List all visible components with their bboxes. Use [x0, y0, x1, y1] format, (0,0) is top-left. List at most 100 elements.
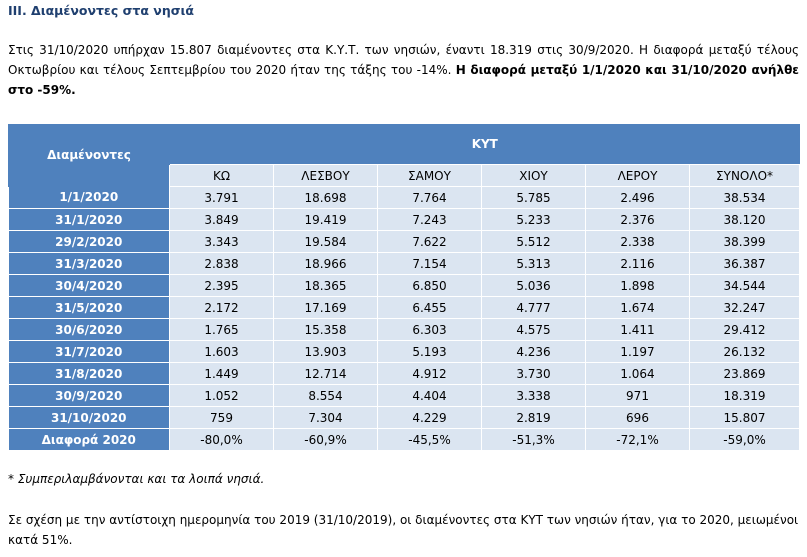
- table-cell: 3.343: [169, 230, 274, 253]
- table-cell: 1.603: [169, 340, 274, 363]
- table-cell: 7.154: [377, 252, 482, 275]
- row-label: 29/2/2020: [8, 230, 170, 253]
- table-cell: 1.411: [585, 318, 690, 341]
- table-cell: 2.172: [169, 296, 274, 319]
- table-cell: 38.534: [688, 186, 801, 209]
- table-cell: 7.243: [377, 208, 482, 231]
- table-cell: 12.714: [273, 362, 378, 385]
- table-cell: -59,0%: [688, 428, 801, 451]
- table-body: 1/1/2020 3.791 18.698 7.764 5.785 2.496 38.534…: [8, 186, 801, 451]
- table-cell: 17.169: [273, 296, 378, 319]
- row-label: 30/9/2020: [8, 384, 170, 407]
- table-cell: 18.365: [273, 274, 378, 297]
- table-cell: 4.777: [481, 296, 586, 319]
- table-row: 29/2/2020 3.343 19.584 7.622 5.512 2.338 38.39…: [8, 230, 801, 253]
- table-cell: 1.449: [169, 362, 274, 385]
- table-cell: 6.303: [377, 318, 482, 341]
- table-cell: 13.903: [273, 340, 378, 363]
- column-header: ΚΩ: [169, 164, 274, 187]
- table-cell: 4.236: [481, 340, 586, 363]
- table-row: 31/10/2020 759 7.304 4.229 2.819 696 15.807: [8, 406, 801, 429]
- table-cell: 38.120: [688, 208, 801, 231]
- table-row: 30/6/2020 1.765 15.358 6.303 4.575 1.411 29.41…: [8, 318, 801, 341]
- table-cell: 1.052: [169, 384, 274, 407]
- table-cell: 29.412: [688, 318, 801, 341]
- table-cell: 4.912: [377, 362, 482, 385]
- table-cell: 971: [585, 384, 690, 407]
- column-header: ΣΑΜΟΥ: [377, 164, 482, 187]
- table-cell: 2.395: [169, 274, 274, 297]
- row-label: 30/6/2020: [8, 318, 170, 341]
- table-cell: 18.966: [273, 252, 378, 275]
- closing-paragraph: Σε σχέση με την αντίστοιχη ημερομηνία το…: [8, 513, 799, 547]
- table-cell: 2.838: [169, 252, 274, 275]
- table-cell: 2.376: [585, 208, 690, 231]
- row-label: 31/1/2020: [8, 208, 170, 231]
- column-header: ΛΕΣΒΟΥ: [273, 164, 378, 187]
- table-cell: -45,5%: [377, 428, 482, 451]
- table-row: 31/5/2020 2.172 17.169 6.455 4.777 1.674 32.24…: [8, 296, 801, 319]
- table-cell: 1.898: [585, 274, 690, 297]
- footnote: * Συμπεριλαμβάνονται και τα λοιπά νησιά.: [8, 472, 265, 486]
- table-row: 30/4/2020 2.395 18.365 6.850 5.036 1.898 34.54…: [8, 274, 801, 297]
- table-cell: 5.036: [481, 274, 586, 297]
- table-cell: 18.698: [273, 186, 378, 209]
- table-cell: 38.399: [688, 230, 801, 253]
- table-cell: 15.807: [688, 406, 801, 429]
- table-row: 31/8/2020 1.449 12.714 4.912 3.730 1.064 23.86…: [8, 362, 801, 385]
- intro-text: Στις 31/10/2020 υπήρχαν 15.807 διαμένοντ…: [8, 43, 799, 77]
- table-cell: 696: [585, 406, 690, 429]
- table-cell: 15.358: [273, 318, 378, 341]
- table-cell: 5.512: [481, 230, 586, 253]
- column-header: ΛΕΡΟΥ: [585, 164, 690, 187]
- table-cell: 23.869: [688, 362, 801, 385]
- table-cell: 3.849: [169, 208, 274, 231]
- row-label: 1/1/2020: [8, 186, 170, 209]
- table-row: Διαφορά 2020 -80,0% -60,9% -45,5% -51,3% -72,…: [8, 428, 801, 451]
- table-cell: 1.064: [585, 362, 690, 385]
- intro-bold-text: Η διαφορά μεταξύ 1/1/2020 και 31/10/2020…: [8, 63, 799, 97]
- table-cell: 4.229: [377, 406, 482, 429]
- table-cell: 7.304: [273, 406, 378, 429]
- column-header: ΣΥΝΟΛΟ*: [688, 164, 801, 187]
- table-cell: 26.132: [688, 340, 801, 363]
- table-cell: 2.496: [585, 186, 690, 209]
- table-cell: 18.319: [688, 384, 801, 407]
- table-cell: 32.247: [688, 296, 801, 319]
- section-heading: III. Διαμένοντες στα νησιά: [8, 3, 194, 18]
- table-cell: 5.193: [377, 340, 482, 363]
- table-row: 1/1/2020 3.791 18.698 7.764 5.785 2.496 38.534: [8, 186, 801, 209]
- table-cell: -72,1%: [585, 428, 690, 451]
- intro-paragraph: Στις 31/10/2020 υπήρχαν 15.807 διαμένοντ…: [8, 40, 799, 100]
- row-label: Διαφορά 2020: [8, 428, 170, 451]
- table-cell: 1.674: [585, 296, 690, 319]
- column-header: ΧΙΟΥ: [481, 164, 586, 187]
- table-cell: 19.584: [273, 230, 378, 253]
- table-cell: 8.554: [273, 384, 378, 407]
- table-cell: 4.575: [481, 318, 586, 341]
- table-cell: 6.455: [377, 296, 482, 319]
- table-cell: 19.419: [273, 208, 378, 231]
- table-cell: -60,9%: [273, 428, 378, 451]
- table-cell: 759: [169, 406, 274, 429]
- row-label: 30/4/2020: [8, 274, 170, 297]
- table-cell: 5.313: [481, 252, 586, 275]
- table-cell: 2.819: [481, 406, 586, 429]
- table-row: 30/9/2020 1.052 8.554 4.404 3.338 971 18.319: [8, 384, 801, 407]
- table-cell: 5.233: [481, 208, 586, 231]
- row-label: 31/5/2020: [8, 296, 170, 319]
- table-cell: 3.730: [481, 362, 586, 385]
- table-cell: 7.622: [377, 230, 482, 253]
- group-header: ΚΥΤ: [168, 124, 800, 165]
- row-label: 31/7/2020: [8, 340, 170, 363]
- table-cell: 5.785: [481, 186, 586, 209]
- corner-header: Διαμένοντες: [8, 124, 170, 187]
- table-row: 31/1/2020 3.849 19.419 7.243 5.233 2.376 38.12…: [8, 208, 801, 231]
- table-cell: 34.544: [688, 274, 801, 297]
- table-cell: -80,0%: [169, 428, 274, 451]
- row-label: 31/8/2020: [8, 362, 170, 385]
- table-cell: 2.116: [585, 252, 690, 275]
- table-cell: 3.791: [169, 186, 274, 209]
- table-row: 31/7/2020 1.603 13.903 5.193 4.236 1.197 26.13…: [8, 340, 801, 363]
